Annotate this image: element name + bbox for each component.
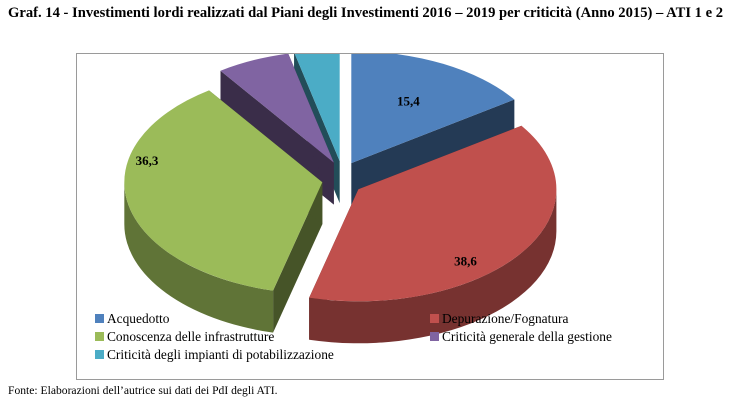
legend-label: Criticità degli impianti di potabilizzaz… xyxy=(107,347,334,362)
pie-chart: 15,438,636,36,03,7 xyxy=(124,54,557,344)
legend-item-2: Depurazione/Fognatura xyxy=(430,310,655,327)
legend-label: Acquedotto xyxy=(107,311,170,326)
legend-swatch xyxy=(95,350,104,359)
chart-area: 15,438,636,36,03,7 AcquedottoDepurazione… xyxy=(76,53,664,380)
legend-swatch xyxy=(430,332,439,341)
legend-label: Depurazione/Fognatura xyxy=(442,311,569,326)
data-label-3: 36,3 xyxy=(136,153,159,168)
legend-item-4: Criticità generale della gestione xyxy=(430,328,655,345)
legend-item-5: Criticità degli impianti di potabilizzaz… xyxy=(95,346,430,363)
chart-title: Graf. 14 - Investimenti lordi realizzati… xyxy=(8,5,724,21)
legend-swatch xyxy=(95,314,104,323)
source-note: Fonte: Elaborazioni dell’autrice sui dat… xyxy=(8,384,278,397)
legend-item-3: Conoscenza delle infrastrutture xyxy=(95,328,430,345)
legend-item-1: Acquedotto xyxy=(95,310,430,327)
legend-swatch xyxy=(430,314,439,323)
legend-label: Criticità generale della gestione xyxy=(442,329,612,344)
pie-slice-2 xyxy=(309,125,557,344)
legend-swatch xyxy=(95,332,104,341)
data-label-1: 15,4 xyxy=(397,94,420,109)
legend: Acquedotto Depurazione/Fognatura Conoscenz… xyxy=(95,310,655,363)
pie-slice-3 xyxy=(124,90,323,333)
legend-label: Conoscenza delle infrastrutture xyxy=(107,329,275,344)
data-label-2: 38,6 xyxy=(454,254,477,269)
